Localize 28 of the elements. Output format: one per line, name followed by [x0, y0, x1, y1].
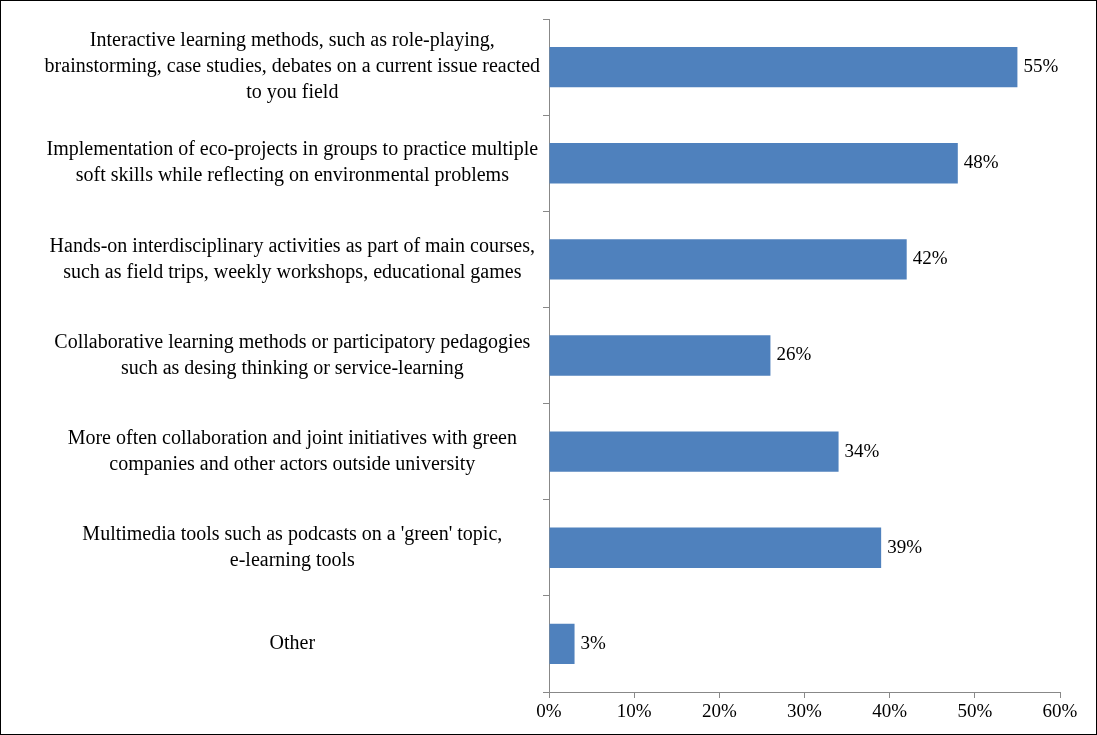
y-tick-label: Implementation of eco-projects in groups to practice multiple soft skills while reflecting on environmental problems — [46, 137, 539, 187]
x-tick-label: 20% — [701, 700, 737, 722]
data-label: 39% — [887, 535, 923, 557]
bar — [549, 527, 882, 568]
y-tick-label: Multimedia tools such as podcasts on a 'green' topic, e-learning tools — [82, 522, 503, 572]
bar — [549, 46, 1018, 88]
y-tick-label: Collaborative learning methods or participatory pedagogies such as desing thinking or service-learning — [54, 329, 531, 379]
x-tick-label: 10% — [616, 700, 652, 722]
bar — [549, 335, 771, 376]
bar — [549, 623, 575, 665]
data-label: 26% — [776, 343, 812, 365]
y-tick-label: Interactive learning methods, such as role-playing, brainstorming, case studies, debates on a current issue reacted to you field — [44, 28, 540, 104]
data-label: 55% — [1023, 55, 1059, 77]
data-label: 3% — [580, 631, 607, 653]
data-label: 48% — [963, 151, 999, 173]
x-tick-label: 40% — [872, 700, 908, 722]
y-tick-label: Hands-on interdisciplinary activities as part of main courses, such as field trips, weekly workshops, educational games — [49, 233, 536, 283]
y-tick-label: Other — [269, 631, 316, 654]
y-tick-label: More often collaboration and joint initiatives with green companies and other actors outside university — [67, 425, 517, 475]
bar — [549, 431, 839, 472]
x-tick-label: 0% — [536, 700, 562, 722]
bar — [549, 239, 907, 280]
x-tick-label: 50% — [957, 700, 993, 722]
x-tick-label: 30% — [787, 700, 823, 722]
data-label: 34% — [844, 439, 880, 461]
bar — [549, 143, 958, 184]
x-tick-label: 60% — [1042, 700, 1078, 722]
data-label: 42% — [912, 247, 948, 269]
